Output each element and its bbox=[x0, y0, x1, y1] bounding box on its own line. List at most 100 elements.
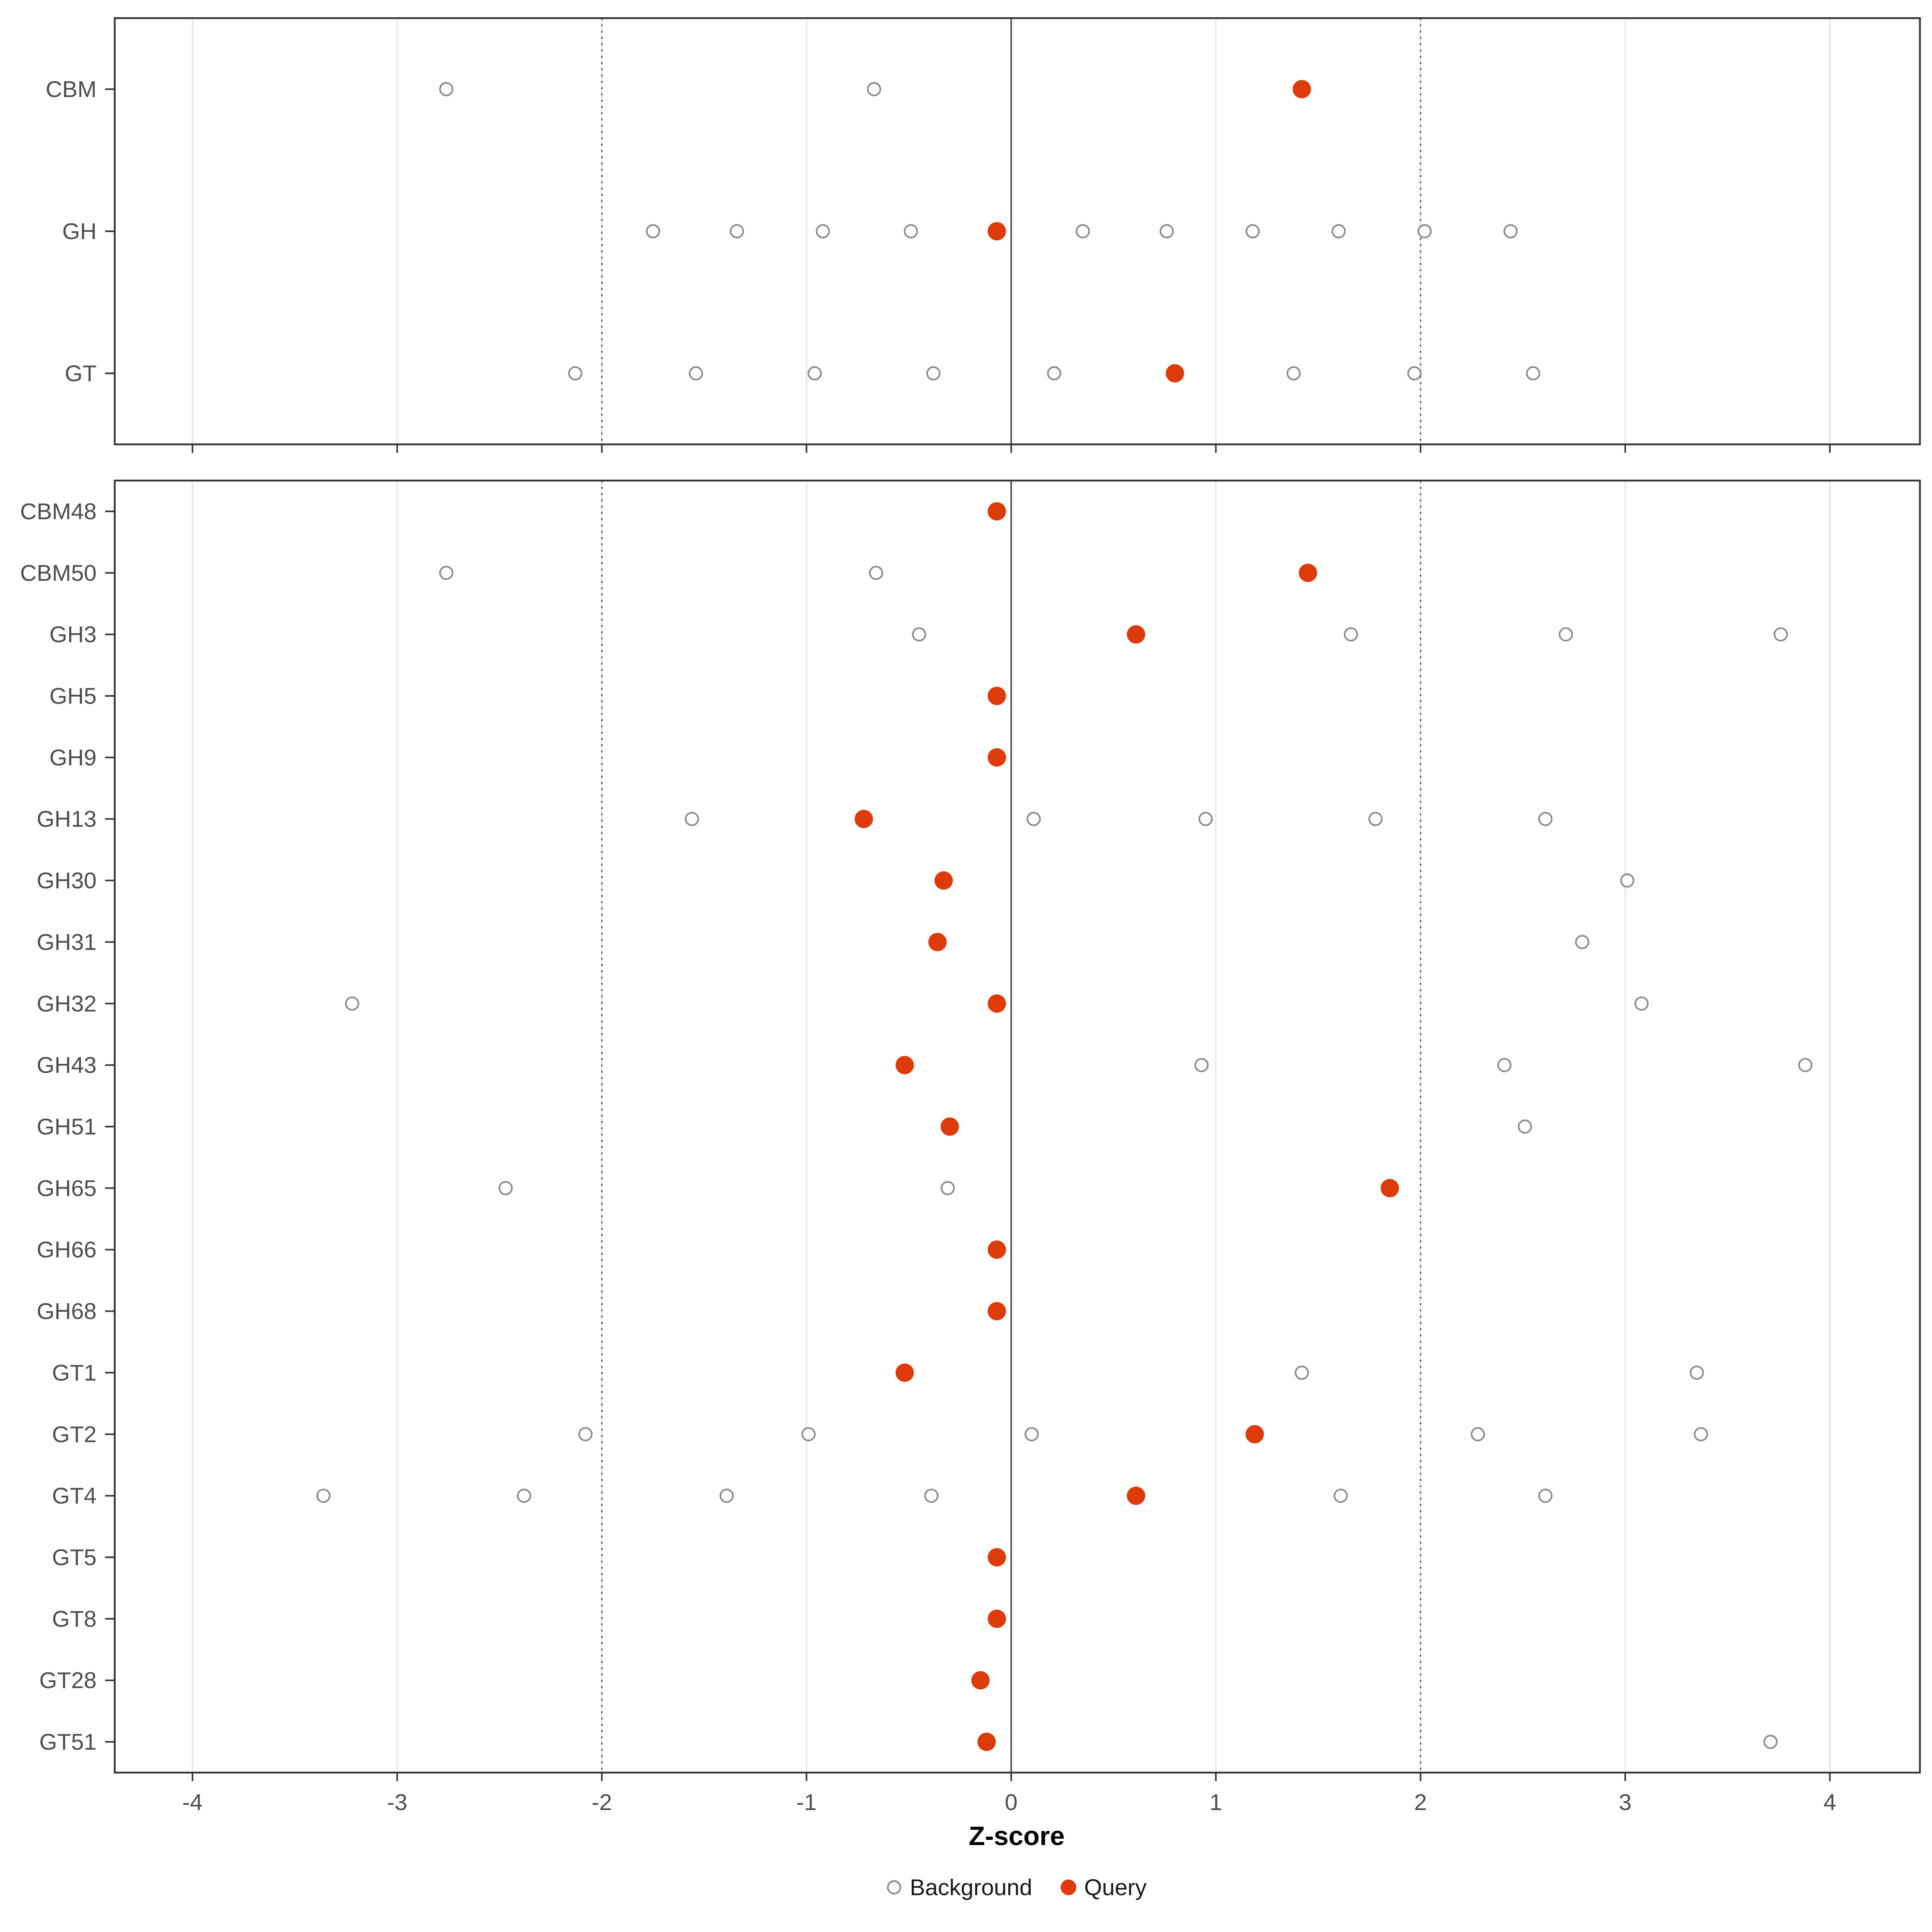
background-point bbox=[439, 82, 454, 97]
legend-item-background: Background bbox=[887, 1875, 1032, 1901]
background-point bbox=[1024, 1427, 1039, 1441]
background-point bbox=[646, 224, 661, 239]
background-point bbox=[1286, 366, 1301, 381]
query-point bbox=[987, 748, 1006, 767]
background-point bbox=[1407, 366, 1422, 381]
y-axis-label-GT: GT bbox=[65, 361, 97, 386]
x-tick-label: -3 bbox=[387, 1790, 407, 1815]
y-axis-label-GH51: GH51 bbox=[37, 1114, 97, 1140]
query-point bbox=[1166, 364, 1184, 383]
y-axis-label-GT28: GT28 bbox=[39, 1668, 97, 1693]
background-point bbox=[1194, 1058, 1209, 1072]
background-point bbox=[568, 366, 582, 381]
background-point bbox=[1620, 873, 1635, 888]
background-point bbox=[904, 224, 918, 239]
query-point bbox=[896, 1363, 914, 1382]
background-point bbox=[1798, 1058, 1812, 1072]
background-point bbox=[1538, 812, 1553, 826]
background-point bbox=[316, 1488, 331, 1503]
background-point bbox=[517, 1488, 531, 1503]
background-point bbox=[689, 366, 703, 381]
query-point bbox=[1381, 1179, 1399, 1197]
x-axis-title: Z-score bbox=[969, 1821, 1065, 1851]
legend: Background Query bbox=[887, 1875, 1147, 1901]
y-axis-label-GH66: GH66 bbox=[37, 1237, 97, 1263]
query-point bbox=[940, 1117, 959, 1136]
background-point bbox=[1160, 224, 1174, 239]
query-point bbox=[987, 994, 1006, 1013]
background-point bbox=[1763, 1734, 1778, 1749]
background-point bbox=[869, 566, 883, 580]
legend-label: Query bbox=[1084, 1875, 1147, 1901]
legend-label: Background bbox=[910, 1875, 1032, 1901]
background-point bbox=[1026, 812, 1041, 826]
background-point bbox=[1333, 1488, 1348, 1503]
background-point bbox=[807, 366, 822, 381]
legend-query-swatch bbox=[1061, 1879, 1077, 1895]
query-point bbox=[987, 222, 1006, 241]
query-point bbox=[987, 1548, 1006, 1567]
y-axis-label-CBM48: CBM48 bbox=[20, 499, 97, 524]
y-axis-label-GT5: GT5 bbox=[52, 1545, 97, 1571]
y-axis-label-GT2: GT2 bbox=[52, 1422, 97, 1447]
x-tick-label: 1 bbox=[1210, 1790, 1222, 1815]
query-point bbox=[1298, 564, 1317, 582]
query-point bbox=[928, 933, 947, 952]
x-tick-label: 0 bbox=[1005, 1790, 1018, 1815]
background-point bbox=[1517, 1119, 1532, 1134]
y-axis-label-GH3: GH3 bbox=[50, 622, 97, 648]
background-point bbox=[1470, 1427, 1485, 1441]
y-axis-label-GH9: GH9 bbox=[50, 745, 97, 770]
y-axis-label-GT1: GT1 bbox=[52, 1360, 97, 1386]
query-point bbox=[987, 1302, 1006, 1321]
query-point bbox=[971, 1671, 990, 1690]
query-point bbox=[1127, 1486, 1146, 1505]
y-axis-label-GH43: GH43 bbox=[37, 1053, 97, 1078]
background-point bbox=[1575, 935, 1589, 949]
background-point bbox=[1526, 366, 1540, 381]
x-tick-label: -4 bbox=[182, 1790, 203, 1815]
background-point bbox=[1634, 996, 1649, 1011]
x-tick-label: 2 bbox=[1414, 1790, 1427, 1815]
background-point bbox=[1558, 627, 1573, 642]
panels-layer: CBM GH GT CBM48 CBM50 GH3 GH5 GH9 GH13 GH30 GH31 GH… bbox=[20, 17, 1921, 1781]
x-tick-label: 3 bbox=[1619, 1790, 1632, 1815]
y-axis-label-GH: GH bbox=[62, 219, 97, 244]
background-point bbox=[1075, 224, 1090, 239]
background-point bbox=[1047, 366, 1061, 381]
y-axis-label-GT4: GT4 bbox=[52, 1483, 97, 1509]
background-point bbox=[1690, 1365, 1704, 1380]
background-point bbox=[578, 1427, 593, 1441]
background-point bbox=[940, 1181, 955, 1195]
panel-border bbox=[114, 17, 1921, 446]
legend-background-swatch bbox=[887, 1880, 902, 1895]
background-point bbox=[1344, 627, 1358, 642]
x-tick-label: 4 bbox=[1823, 1790, 1836, 1815]
query-point bbox=[1292, 80, 1311, 99]
legend-item-query: Query bbox=[1061, 1875, 1147, 1901]
background-point bbox=[1198, 812, 1213, 826]
query-point bbox=[987, 1610, 1006, 1628]
query-point bbox=[934, 871, 953, 890]
x-tick-label: -1 bbox=[796, 1790, 817, 1815]
y-axis-label-CBM50: CBM50 bbox=[20, 560, 97, 586]
query-point bbox=[896, 1056, 914, 1074]
y-axis-label-CBM: CBM bbox=[45, 76, 97, 102]
y-axis-label-GT51: GT51 bbox=[39, 1729, 97, 1755]
background-point bbox=[1368, 812, 1383, 826]
background-point bbox=[1294, 1365, 1309, 1380]
y-axis-label-GH13: GH13 bbox=[37, 806, 97, 832]
y-axis-label-GH65: GH65 bbox=[37, 1175, 97, 1201]
x-axis: -4 -3 -2 -1 0 1 2 3 4 bbox=[182, 1790, 1836, 1815]
y-axis-label-GH68: GH68 bbox=[37, 1298, 97, 1324]
background-point bbox=[1503, 224, 1518, 239]
panel-border bbox=[114, 479, 1921, 1774]
query-point bbox=[1245, 1425, 1264, 1444]
background-point bbox=[685, 812, 699, 826]
background-point bbox=[1538, 1488, 1553, 1503]
background-point bbox=[801, 1427, 816, 1441]
background-point bbox=[867, 82, 881, 97]
background-point bbox=[439, 566, 454, 580]
y-axis-label-GH30: GH30 bbox=[37, 868, 97, 894]
